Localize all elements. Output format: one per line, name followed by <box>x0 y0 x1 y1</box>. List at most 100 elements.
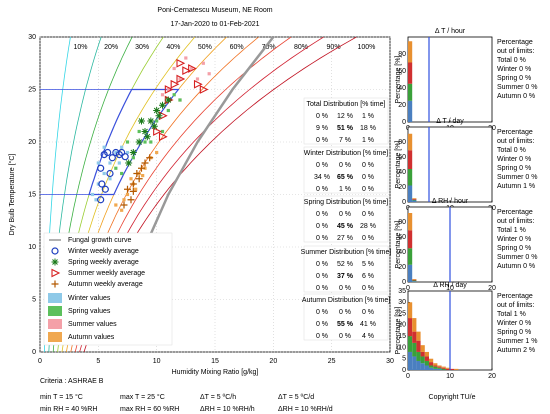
x-tick-label: 20 <box>488 373 496 380</box>
data-point <box>104 148 112 157</box>
histogram-bar <box>437 367 442 369</box>
histogram-bar <box>408 248 413 265</box>
histogram-title: Δ T / hour <box>435 28 466 35</box>
y-tick-label: 5 <box>32 296 36 303</box>
rh-curve-label: 100% <box>357 44 375 51</box>
x-tick-label: 0 <box>406 373 410 380</box>
table-cell: 18 % <box>360 125 376 132</box>
table-cell: 0 % <box>316 261 328 268</box>
data-point <box>133 170 141 177</box>
table-cell: 0 % <box>339 211 351 218</box>
table-title: Total Distribution [% time] <box>307 101 386 108</box>
data-point <box>158 132 168 142</box>
histogram-bar <box>441 367 446 369</box>
y-tick-label: 25 <box>28 86 36 93</box>
histogram-bar <box>454 368 459 370</box>
data-point <box>155 150 159 155</box>
histogram-bar <box>412 331 417 343</box>
y-tick-label: 40 <box>398 169 406 176</box>
data-point <box>120 171 124 176</box>
x-tick-label: 20 <box>488 285 496 292</box>
y-tick-label: 40 <box>398 249 406 256</box>
data-point <box>138 117 145 125</box>
table-cell: 0 % <box>316 235 328 242</box>
table-cell: 0 % <box>339 285 351 292</box>
histogram-bar <box>408 351 413 370</box>
data-point <box>178 77 182 81</box>
criteria-item: ΔT = 5 ºC/d <box>278 394 314 401</box>
table-box <box>303 97 389 145</box>
out-of-limits-item: Winter 0 % <box>497 320 531 327</box>
legend-label: Winter weekly average <box>68 248 139 255</box>
data-point <box>124 185 131 193</box>
table-cell: 0 % <box>339 162 351 169</box>
table-cell: 5 % <box>362 261 374 268</box>
data-point <box>114 203 118 207</box>
data-point <box>172 66 176 71</box>
table-box <box>303 245 389 293</box>
table-cell: 0 % <box>362 162 374 169</box>
data-point <box>117 161 121 165</box>
histogram-bar <box>420 356 425 364</box>
table-cell: 0 % <box>339 309 351 316</box>
histogram-bar <box>408 169 413 186</box>
copyright: Copyright TU/e <box>429 394 476 401</box>
table-cell: 7 % <box>339 137 351 144</box>
histogram-bar <box>408 336 413 352</box>
histogram-bar <box>412 318 417 332</box>
data-point <box>176 58 186 68</box>
data-point <box>125 150 130 155</box>
out-of-limits-item: Spring 0 % <box>497 329 531 336</box>
out-of-limits-item: Autumn 0 % <box>497 93 535 100</box>
out-of-limits-item: Summer 0 % <box>497 174 537 181</box>
histogram-bar <box>445 368 450 370</box>
histogram-bar <box>412 199 417 200</box>
data-point <box>114 150 118 155</box>
out-of-limits-title: Percentage <box>497 209 533 216</box>
legend-label: Fungal growth curve <box>68 237 132 244</box>
data-point <box>122 198 126 202</box>
x-tick-label: 30 <box>386 358 394 365</box>
histogram-bar <box>416 331 421 341</box>
out-of-limits-title: Percentage <box>497 129 533 136</box>
histogram-bar <box>408 213 413 231</box>
data-point <box>153 107 161 114</box>
histogram-bar <box>412 279 417 281</box>
data-point <box>137 129 141 134</box>
data-point <box>125 159 133 167</box>
data-point <box>127 196 135 204</box>
data-point <box>160 93 165 97</box>
table-cell: 0 % <box>362 174 374 181</box>
table-cell: 0 % <box>316 113 328 120</box>
y-tick-label: 30 <box>398 299 406 306</box>
y-tick-label: 80 <box>398 139 406 146</box>
table-cell: 0 % <box>316 137 328 144</box>
histogram-bar <box>433 368 438 370</box>
x-tick-label: 20 <box>269 358 277 365</box>
y-tick-label: 40 <box>398 85 406 92</box>
rh-curve-label: 80% <box>294 44 308 51</box>
histogram-bar <box>445 367 450 369</box>
table-cell: 52 % <box>337 261 353 268</box>
data-point <box>141 159 149 167</box>
y-tick-label: 0 <box>402 367 406 374</box>
legend-marker <box>51 258 59 266</box>
data-point <box>164 85 174 94</box>
data-point <box>101 185 109 193</box>
y-axis-label: Percentage [%] <box>395 307 402 355</box>
out-of-limits-item: Summer 0 % <box>497 84 537 91</box>
table-box <box>303 293 389 341</box>
data-point <box>153 127 162 136</box>
data-point <box>97 164 105 172</box>
y-tick-label: 20 <box>398 264 406 271</box>
histogram-bar <box>433 366 438 369</box>
data-point <box>166 108 170 113</box>
histogram-bar <box>437 366 442 368</box>
out-of-limits-title: Percentage <box>497 39 533 46</box>
out-of-limits-item: Total 0 % <box>497 57 526 64</box>
table-title: Summer Distribution [% time] <box>301 249 392 256</box>
out-of-limits-title: out of limits: <box>497 218 534 225</box>
histogram-bar <box>437 365 442 367</box>
table-cell: 4 % <box>362 333 374 340</box>
